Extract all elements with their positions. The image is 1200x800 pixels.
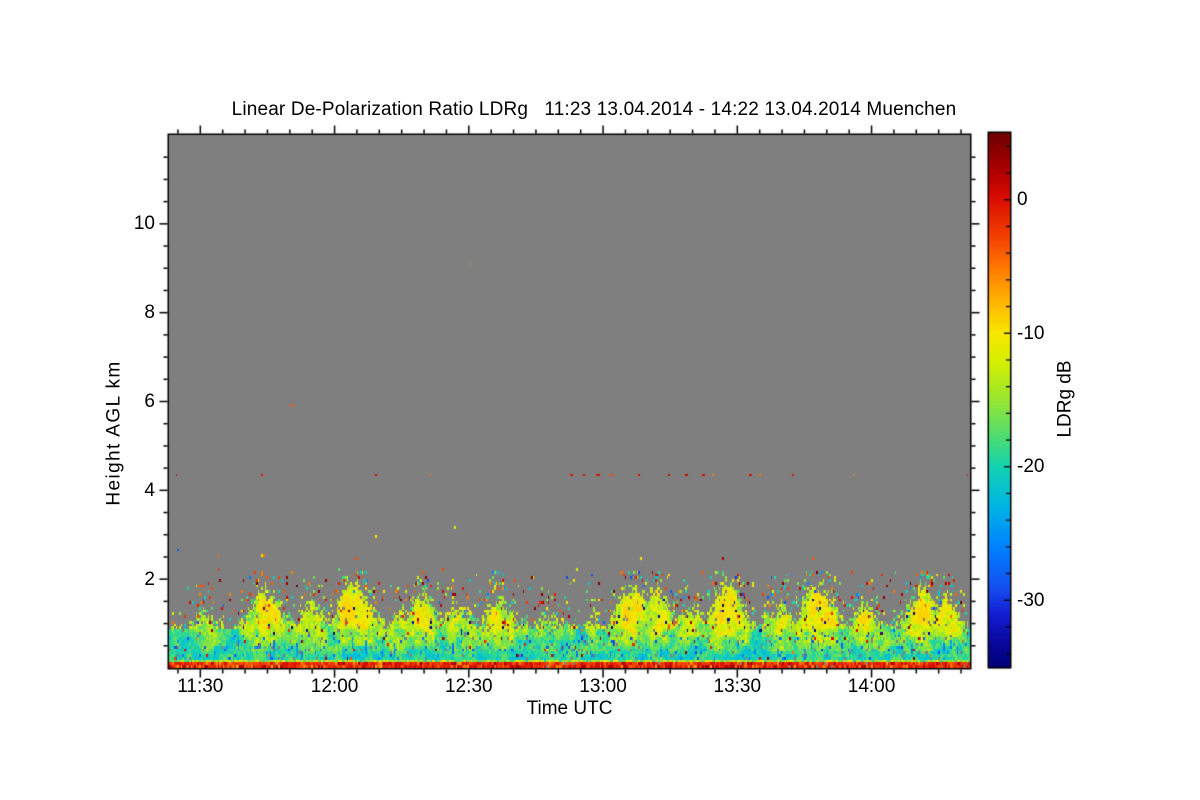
x-tick-label: 12:30 (445, 676, 493, 697)
plot-title: Linear De-Polarization Ratio LDRg 11:23 … (231, 99, 957, 120)
colorbar-label: LDRg dB (1054, 360, 1076, 438)
y-tick-label: 4 (144, 479, 155, 501)
x-tick-label: 12:00 (310, 676, 359, 697)
x-tick-label: 13:30 (713, 676, 762, 697)
colorbar-tick-label: -10 (1017, 322, 1045, 344)
x-axis-label: Time UTC (526, 698, 613, 719)
y-tick-label: 8 (144, 302, 155, 324)
x-tick-label: 13:00 (579, 676, 627, 697)
y-tick-label: 10 (133, 213, 155, 235)
y-tick-label: 6 (144, 391, 155, 412)
colorbar-tick-label: -20 (1017, 456, 1045, 478)
colorbar-tick-label: -30 (1017, 589, 1045, 611)
x-tick-label: 11:30 (177, 676, 224, 697)
colorbar-tick-label: 0 (1017, 189, 1028, 211)
x-tick-label: 14:00 (847, 676, 896, 697)
y-tick-label: 2 (144, 568, 155, 590)
